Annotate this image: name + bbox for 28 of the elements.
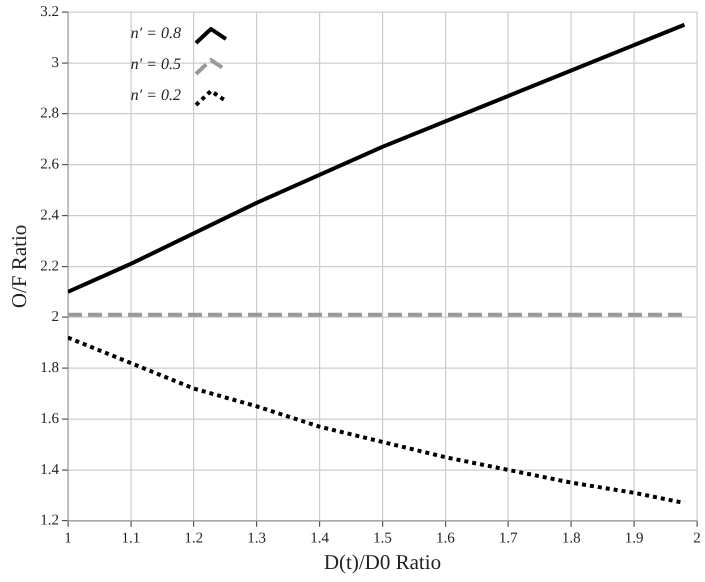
x-tick-label: 1.5 <box>373 530 392 547</box>
y-tick-label: 1.6 <box>40 410 60 427</box>
y-tick-label: 1.8 <box>40 360 59 376</box>
legend-label: n′ = 0.2 <box>130 87 181 104</box>
y-axis-title: O/F Ratio <box>7 224 32 308</box>
y-tick-label: 2.4 <box>40 207 60 224</box>
line-series <box>68 336 686 505</box>
x-tick-label: 1.8 <box>562 530 581 547</box>
x-tick-label: 1.1 <box>121 530 140 547</box>
x-tick-label: 2 <box>693 530 701 547</box>
legend-label: n′ = 0.8 <box>130 25 181 42</box>
y-tick-label: 2.6 <box>40 156 60 173</box>
y-tick-label: 2.8 <box>40 106 59 122</box>
y-tick-label: 3 <box>51 54 59 71</box>
x-tick-label: 1.2 <box>184 530 204 547</box>
y-tick-label: 3.2 <box>40 4 59 20</box>
x-tick-label: 1.6 <box>436 530 456 547</box>
x-axis-title: D(t)/D0 Ratio <box>324 550 442 574</box>
y-tick-label: 1.2 <box>40 512 59 529</box>
y-tick-label: 2.2 <box>40 258 59 274</box>
y-tick-label: 2 <box>51 309 59 326</box>
x-tick-label: 1.4 <box>310 530 330 547</box>
y-tick-label: 1.4 <box>40 462 60 478</box>
x-tick-label: 1.9 <box>624 530 644 547</box>
x-tick-label: 1.7 <box>498 530 518 547</box>
x-tick-label: 1.3 <box>247 530 266 547</box>
legend-label: n′ = 0.5 <box>130 56 181 74</box>
x-tick-label: 1 <box>64 530 72 547</box>
